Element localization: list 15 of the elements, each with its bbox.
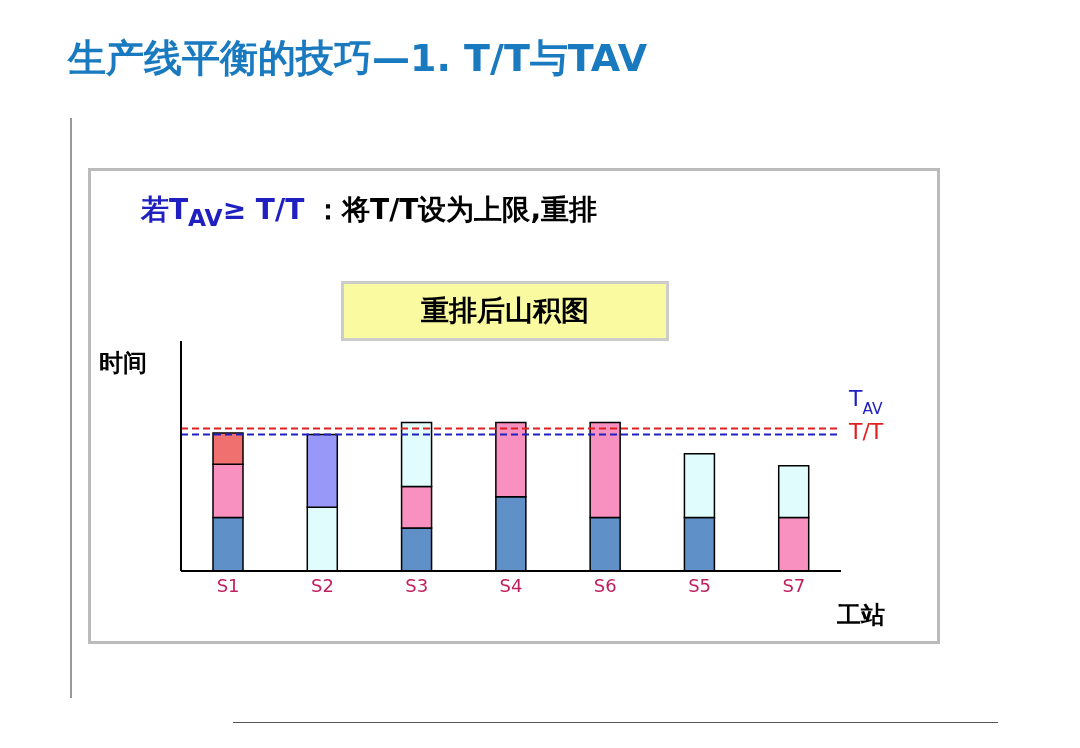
- x-tick-label: S4: [499, 574, 523, 596]
- x-tick-label: S2: [310, 574, 334, 596]
- ref-line-label: T$_{AV}$: [848, 386, 883, 418]
- x-tick-label: S5: [688, 574, 712, 596]
- y-axis-title: 时间: [99, 349, 147, 377]
- text: 若T$_{AV}$≥ T/T: [141, 193, 305, 232]
- x-tick-label: S6: [593, 574, 617, 596]
- x-tick-label: S3: [405, 574, 429, 596]
- x-tick-label: S1: [216, 574, 240, 596]
- x-tick-label: S7: [782, 574, 806, 596]
- chart-title: 生产线平衡的技巧—1. T/T与TAV: [68, 36, 648, 80]
- ref-line-label: T/T: [848, 418, 884, 444]
- text: ：将T/T设为上限,重排: [314, 193, 598, 226]
- chart-subtitle: 重排后山积图: [421, 293, 589, 329]
- x-axis-title: 工站: [837, 601, 885, 629]
